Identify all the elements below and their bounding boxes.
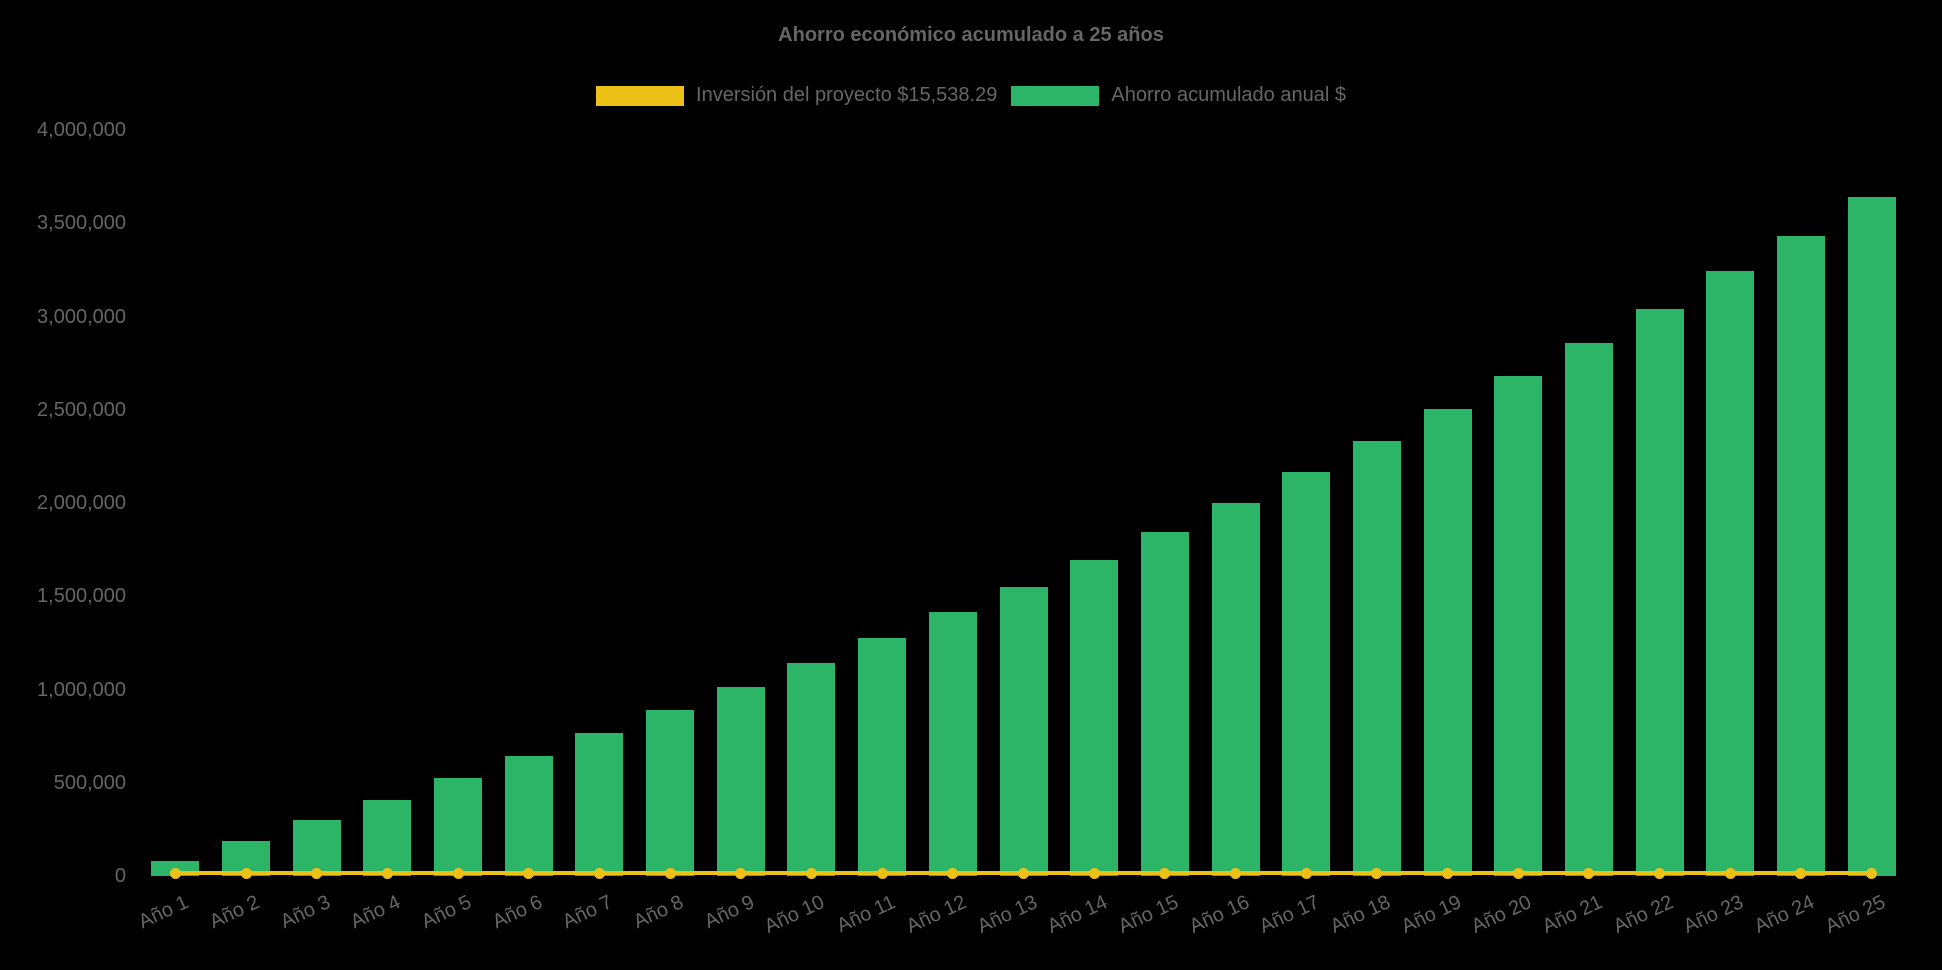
bar-año-24 [1776, 236, 1825, 876]
bar-año-6 [504, 755, 553, 876]
legend-item-savings[interactable]: Ahorro acumulado anual $ [1011, 84, 1346, 107]
x-tick-label: Año 16 [1185, 891, 1253, 938]
legend-item-investment[interactable]: Inversión del proyecto $15,538.29 [596, 84, 997, 107]
investment-point [1795, 867, 1807, 879]
x-tick-label: Año 6 [488, 891, 546, 934]
y-tick-label: 2,500,000 [37, 398, 126, 421]
bar-año-16 [1211, 503, 1260, 876]
y-tick-label: 3,500,000 [37, 212, 126, 235]
x-tick-label: Año 13 [973, 891, 1041, 938]
x-tick-label: Año 20 [1468, 891, 1536, 938]
investment-point [311, 867, 323, 879]
bar-año-18 [1352, 440, 1401, 876]
x-tick-label: Año 10 [761, 891, 829, 938]
investment-point [1583, 867, 1595, 879]
bar-año-7 [575, 733, 624, 876]
x-tick-label: Año 19 [1397, 891, 1465, 938]
x-tick-label: Año 24 [1751, 891, 1818, 938]
legend-swatch-investment-icon [596, 85, 685, 106]
legend-label-investment: Inversión del proyecto $15,538.29 [696, 84, 998, 106]
x-tick-label: Año 23 [1680, 891, 1748, 938]
investment-point [240, 867, 252, 879]
investment-point [593, 867, 605, 879]
investment-point [735, 867, 747, 879]
investment-point [805, 867, 817, 879]
x-tick-label: Año 11 [833, 891, 899, 938]
x-tick-label: Año 17 [1256, 891, 1324, 938]
y-tick-label: 500,000 [53, 771, 126, 794]
x-tick-label: Año 7 [559, 891, 617, 934]
x-tick-label: Año 5 [418, 891, 475, 934]
bar-año-9 [716, 686, 765, 876]
bar-año-15 [1140, 531, 1189, 876]
investment-point [1654, 867, 1666, 879]
investment-point [1724, 867, 1736, 879]
x-tick-label: Año 8 [630, 891, 687, 934]
investment-point [1088, 867, 1100, 879]
bar-año-4 [363, 799, 412, 876]
bar-año-12 [928, 612, 977, 876]
investment-point [1371, 867, 1383, 879]
investment-point [523, 867, 535, 879]
x-tick-label: Año 22 [1609, 891, 1677, 938]
investment-point [1442, 867, 1454, 879]
investment-point [1512, 867, 1524, 879]
x-tick-label: Año 4 [347, 891, 405, 934]
investment-point [1300, 867, 1312, 879]
bar-año-22 [1635, 309, 1684, 876]
legend-label-savings: Ahorro acumulado anual $ [1111, 84, 1346, 106]
x-tick-label: Año 3 [276, 891, 334, 934]
y-tick-label: 1,500,000 [37, 585, 126, 608]
investment-point [381, 867, 393, 879]
investment-point [876, 867, 888, 879]
investment-point [1018, 867, 1029, 879]
x-tick-label: Año 1 [135, 891, 193, 934]
investment-point [947, 867, 959, 879]
x-tick-label: Año 14 [1044, 891, 1112, 938]
y-tick-label: 0 [114, 865, 126, 887]
bar-año-5 [434, 778, 483, 876]
x-tick-label: Año 21 [1539, 891, 1606, 938]
bar-año-19 [1423, 408, 1472, 876]
x-tick-label: Año 25 [1821, 891, 1889, 938]
bar-año-17 [1282, 472, 1331, 876]
bar-año-13 [999, 586, 1048, 876]
y-tick-label: 1,000,000 [37, 678, 126, 701]
x-tick-label: Año 9 [700, 891, 758, 934]
x-tick-label: Año 12 [902, 891, 970, 938]
investment-point [1866, 867, 1878, 879]
chart-title: Ahorro económico acumulado a 25 años [778, 24, 1164, 46]
bar-año-21 [1564, 342, 1613, 876]
y-tick-label: 3,000,000 [37, 305, 126, 328]
investment-point [1159, 867, 1171, 879]
bar-año-20 [1494, 376, 1543, 876]
bar-año-10 [787, 663, 836, 876]
bar-año-11 [858, 638, 907, 876]
bar-año-3 [292, 820, 341, 876]
investment-point [664, 867, 676, 879]
investment-point [169, 867, 181, 879]
legend-swatch-savings-icon [1011, 85, 1100, 106]
investment-point [1230, 867, 1242, 879]
x-tick-label: Año 15 [1114, 891, 1182, 938]
x-tick-label: Año 2 [206, 891, 263, 934]
x-tick-label: Año 18 [1327, 891, 1394, 938]
bar-año-8 [646, 710, 695, 876]
y-tick-label: 2,000,000 [37, 492, 126, 514]
investment-point [452, 867, 464, 879]
y-tick-label: 4,000,000 [37, 119, 126, 141]
bar-año-23 [1706, 270, 1755, 876]
chart-legend: Inversión del proyecto $15,538.29 Ahorro… [0, 84, 1942, 107]
bar-año-25 [1847, 197, 1896, 876]
bar-año-14 [1070, 559, 1119, 876]
